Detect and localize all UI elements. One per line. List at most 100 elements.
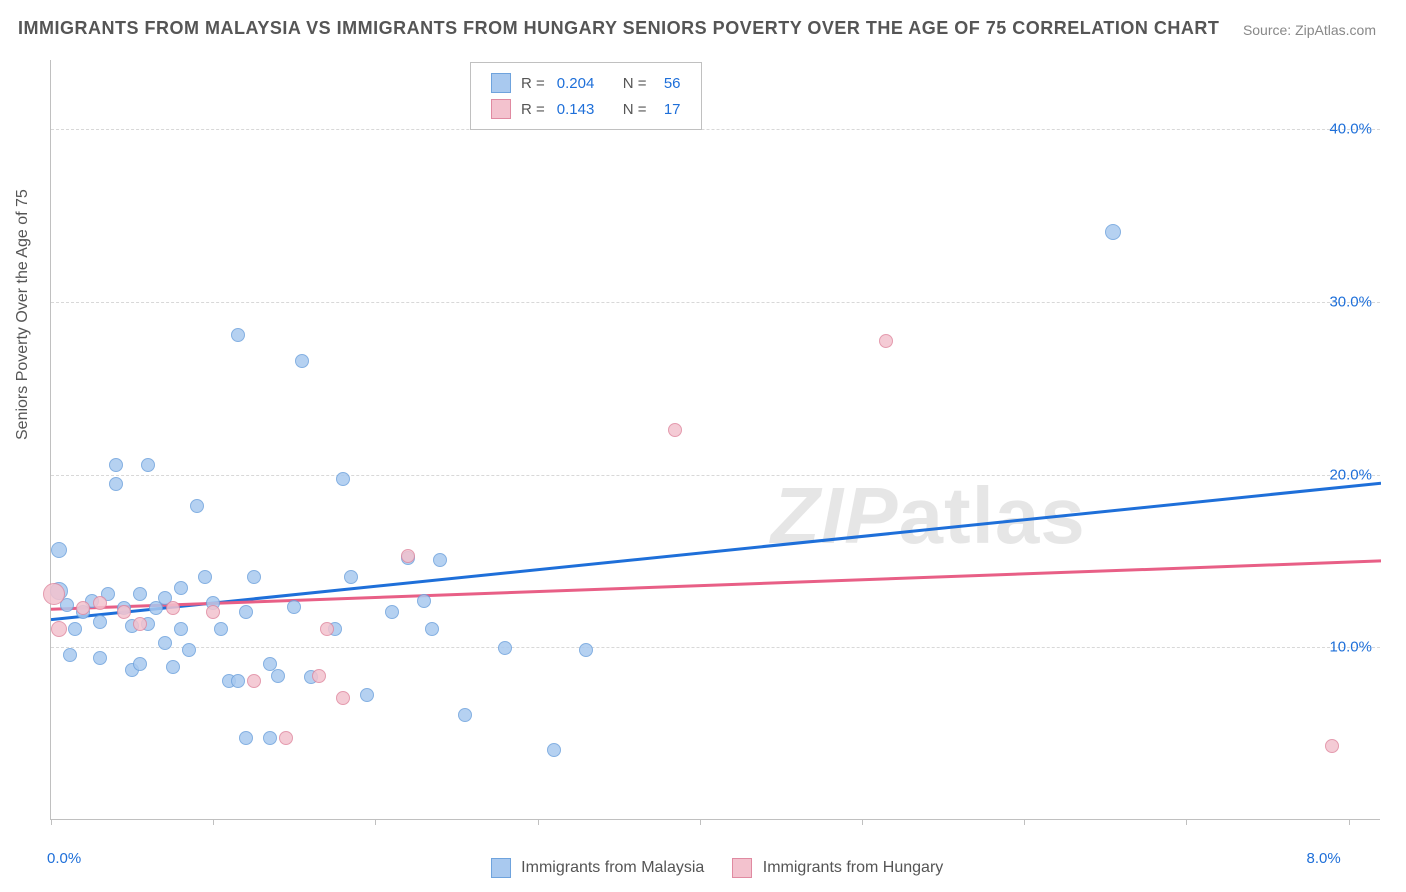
trend-line-hungary <box>51 561 1381 609</box>
y-tick-label: 30.0% <box>1329 293 1372 310</box>
x-tick <box>538 819 539 825</box>
scatter-point-malaysia <box>166 660 180 674</box>
x-tick <box>862 819 863 825</box>
x-tick <box>375 819 376 825</box>
watermark-atlas: atlas <box>898 471 1085 560</box>
source-link[interactable]: ZipAtlas.com <box>1295 22 1376 38</box>
scatter-point-malaysia <box>109 477 123 491</box>
scatter-point-hungary <box>43 583 65 605</box>
scatter-point-malaysia <box>158 636 172 650</box>
scatter-point-malaysia <box>287 600 301 614</box>
scatter-point-malaysia <box>247 570 261 584</box>
scatter-point-malaysia <box>190 499 204 513</box>
scatter-point-hungary <box>279 731 293 745</box>
legend-n-label: N = <box>609 97 651 121</box>
y-tick-label: 10.0% <box>1329 639 1372 656</box>
scatter-point-hungary <box>668 423 682 437</box>
scatter-point-malaysia <box>51 542 67 558</box>
scatter-point-hungary <box>312 669 326 683</box>
scatter-point-malaysia <box>198 570 212 584</box>
scatter-point-malaysia <box>239 731 253 745</box>
scatter-point-hungary <box>117 605 131 619</box>
x-tick <box>51 819 52 825</box>
scatter-point-hungary <box>206 605 220 619</box>
scatter-point-malaysia <box>239 605 253 619</box>
scatter-point-malaysia <box>93 615 107 629</box>
scatter-point-malaysia <box>182 643 196 657</box>
scatter-point-hungary <box>93 596 107 610</box>
legend-swatch-malaysia <box>491 73 511 93</box>
series-legend: Immigrants from Malaysia Immigrants from… <box>0 858 1406 878</box>
scatter-point-hungary <box>51 621 67 637</box>
scatter-point-malaysia <box>263 731 277 745</box>
legend-bottom-label-hungary: Immigrants from Hungary <box>758 859 943 876</box>
y-axis-title: Seniors Poverty Over the Age of 75 <box>14 189 32 440</box>
scatter-point-malaysia <box>336 472 350 486</box>
scatter-point-malaysia <box>498 641 512 655</box>
scatter-point-malaysia <box>417 594 431 608</box>
scatter-point-malaysia <box>579 643 593 657</box>
gridline-h <box>51 302 1380 303</box>
scatter-point-malaysia <box>133 587 147 601</box>
y-tick-label: 40.0% <box>1329 121 1372 138</box>
scatter-point-malaysia <box>214 622 228 636</box>
legend-r-label: R = <box>517 97 549 121</box>
scatter-point-malaysia <box>141 458 155 472</box>
legend-bottom-swatch-malaysia <box>491 858 511 878</box>
scatter-point-hungary <box>336 691 350 705</box>
scatter-point-hungary <box>166 601 180 615</box>
scatter-point-malaysia <box>231 674 245 688</box>
x-tick <box>700 819 701 825</box>
scatter-point-malaysia <box>344 570 358 584</box>
watermark: ZIPatlas <box>771 470 1086 562</box>
x-tick <box>213 819 214 825</box>
legend-bottom-label-malaysia: Immigrants from Malaysia <box>517 859 705 876</box>
scatter-point-hungary <box>133 617 147 631</box>
scatter-plot-area: ZIPatlas 10.0%20.0%30.0%40.0%0.0%8.0% <box>50 60 1380 820</box>
x-tick <box>1186 819 1187 825</box>
scatter-point-hungary <box>401 549 415 563</box>
legend-n-value: 56 <box>653 71 685 95</box>
scatter-point-malaysia <box>547 743 561 757</box>
scatter-point-malaysia <box>63 648 77 662</box>
scatter-point-malaysia <box>295 354 309 368</box>
watermark-zip: ZIP <box>771 471 898 560</box>
legend-row-hungary: R =0.143N =17 <box>487 97 685 121</box>
scatter-point-malaysia <box>68 622 82 636</box>
legend-n-label: N = <box>609 71 651 95</box>
legend-r-value: 0.143 <box>551 97 607 121</box>
scatter-point-hungary <box>1325 739 1339 753</box>
gridline-h <box>51 129 1380 130</box>
scatter-point-hungary <box>247 674 261 688</box>
scatter-point-malaysia <box>425 622 439 636</box>
gridline-h <box>51 647 1380 648</box>
trend-lines <box>51 60 1381 820</box>
legend-bottom-swatch-hungary <box>732 858 752 878</box>
scatter-point-malaysia <box>133 657 147 671</box>
source-attribution: Source: ZipAtlas.com <box>1243 22 1376 38</box>
correlation-legend: R =0.204N =56R =0.143N =17 <box>470 62 702 130</box>
scatter-point-malaysia <box>174 581 188 595</box>
scatter-point-malaysia <box>93 651 107 665</box>
scatter-point-malaysia <box>360 688 374 702</box>
x-tick <box>1024 819 1025 825</box>
scatter-point-hungary <box>879 334 893 348</box>
legend-r-value: 0.204 <box>551 71 607 95</box>
x-tick <box>1349 819 1350 825</box>
scatter-point-malaysia <box>433 553 447 567</box>
scatter-point-hungary <box>320 622 334 636</box>
trend-line-malaysia <box>51 483 1381 619</box>
scatter-point-hungary <box>76 601 90 615</box>
scatter-point-malaysia <box>385 605 399 619</box>
legend-swatch-hungary <box>491 99 511 119</box>
scatter-point-malaysia <box>271 669 285 683</box>
legend-r-label: R = <box>517 71 549 95</box>
scatter-point-malaysia <box>174 622 188 636</box>
scatter-point-malaysia <box>1105 224 1121 240</box>
chart-title: IMMIGRANTS FROM MALAYSIA VS IMMIGRANTS F… <box>18 18 1219 39</box>
scatter-point-malaysia <box>458 708 472 722</box>
source-prefix: Source: <box>1243 22 1295 38</box>
legend-n-value: 17 <box>653 97 685 121</box>
gridline-h <box>51 475 1380 476</box>
scatter-point-malaysia <box>231 328 245 342</box>
